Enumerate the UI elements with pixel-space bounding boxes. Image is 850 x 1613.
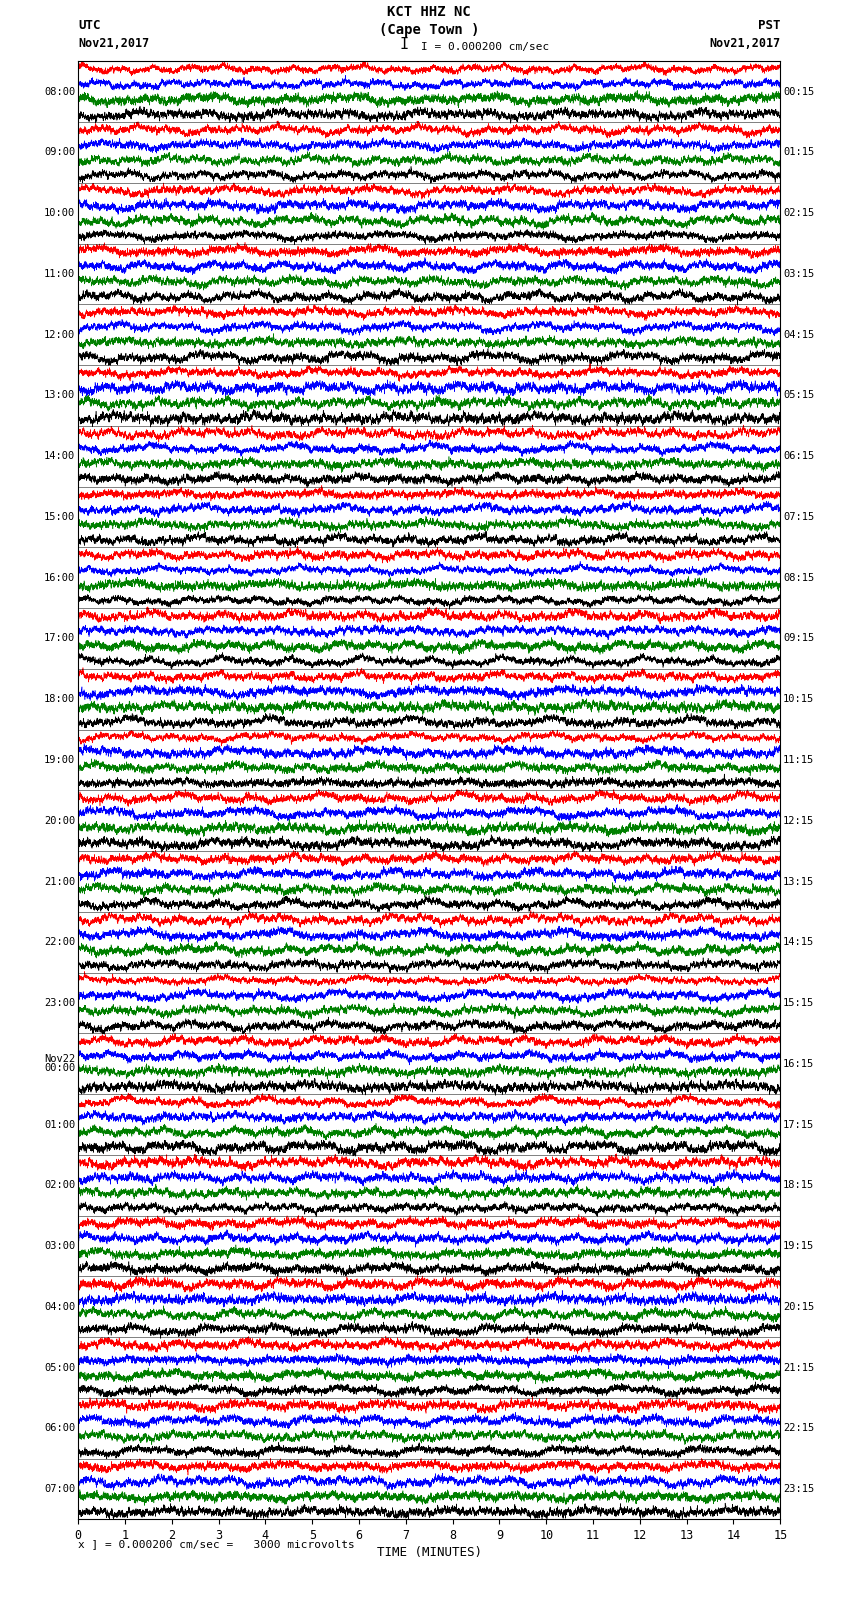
Text: I = 0.000200 cm/sec: I = 0.000200 cm/sec (421, 42, 549, 52)
Text: 04:15: 04:15 (783, 329, 814, 340)
Text: 13:00: 13:00 (44, 390, 76, 400)
Text: 09:00: 09:00 (44, 147, 76, 158)
Text: 13:15: 13:15 (783, 876, 814, 887)
Text: 05:00: 05:00 (44, 1363, 76, 1373)
Text: 05:15: 05:15 (783, 390, 814, 400)
Text: 10:15: 10:15 (783, 694, 814, 705)
Text: 10:00: 10:00 (44, 208, 76, 218)
Text: 04:00: 04:00 (44, 1302, 76, 1311)
Text: Nov21,2017: Nov21,2017 (709, 37, 780, 50)
Text: 06:15: 06:15 (783, 452, 814, 461)
Text: KCT HHZ NC: KCT HHZ NC (388, 5, 471, 19)
Text: 09:15: 09:15 (783, 634, 814, 644)
Text: 18:15: 18:15 (783, 1181, 814, 1190)
Text: 18:00: 18:00 (44, 694, 76, 705)
Text: 03:15: 03:15 (783, 269, 814, 279)
Text: 00:15: 00:15 (783, 87, 814, 97)
Text: 21:00: 21:00 (44, 876, 76, 887)
Text: UTC: UTC (78, 19, 100, 32)
Text: I: I (400, 37, 408, 52)
Text: 16:15: 16:15 (783, 1058, 814, 1069)
Text: 11:00: 11:00 (44, 269, 76, 279)
Text: 12:15: 12:15 (783, 816, 814, 826)
Text: 01:15: 01:15 (783, 147, 814, 158)
Text: 06:00: 06:00 (44, 1423, 76, 1434)
Text: 02:15: 02:15 (783, 208, 814, 218)
Text: 08:00: 08:00 (44, 87, 76, 97)
Text: 07:00: 07:00 (44, 1484, 76, 1494)
Text: 07:15: 07:15 (783, 511, 814, 523)
Text: 21:15: 21:15 (783, 1363, 814, 1373)
X-axis label: TIME (MINUTES): TIME (MINUTES) (377, 1547, 482, 1560)
Text: 14:00: 14:00 (44, 452, 76, 461)
Text: Nov21,2017: Nov21,2017 (78, 37, 150, 50)
Text: 11:15: 11:15 (783, 755, 814, 765)
Text: 23:00: 23:00 (44, 998, 76, 1008)
Text: 22:15: 22:15 (783, 1423, 814, 1434)
Text: 23:15: 23:15 (783, 1484, 814, 1494)
Text: 19:00: 19:00 (44, 755, 76, 765)
Text: x ] = 0.000200 cm/sec =   3000 microvolts: x ] = 0.000200 cm/sec = 3000 microvolts (78, 1539, 355, 1548)
Text: 17:00: 17:00 (44, 634, 76, 644)
Text: 02:00: 02:00 (44, 1181, 76, 1190)
Text: 15:15: 15:15 (783, 998, 814, 1008)
Text: 16:00: 16:00 (44, 573, 76, 582)
Text: 15:00: 15:00 (44, 511, 76, 523)
Text: 14:15: 14:15 (783, 937, 814, 947)
Text: 20:00: 20:00 (44, 816, 76, 826)
Text: 03:00: 03:00 (44, 1240, 76, 1252)
Text: 20:15: 20:15 (783, 1302, 814, 1311)
Text: 08:15: 08:15 (783, 573, 814, 582)
Text: 19:15: 19:15 (783, 1240, 814, 1252)
Text: Nov22
00:00: Nov22 00:00 (44, 1055, 76, 1073)
Text: 12:00: 12:00 (44, 329, 76, 340)
Text: (Cape Town ): (Cape Town ) (379, 23, 479, 37)
Text: 22:00: 22:00 (44, 937, 76, 947)
Text: 01:00: 01:00 (44, 1119, 76, 1129)
Text: 17:15: 17:15 (783, 1119, 814, 1129)
Text: PST: PST (758, 19, 780, 32)
